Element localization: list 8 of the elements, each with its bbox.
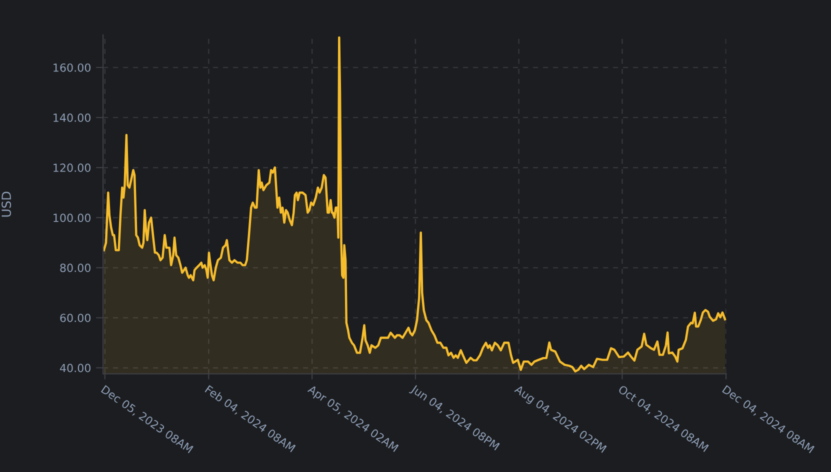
y-tick-label: 60.00 <box>60 314 90 322</box>
y-tick-label: 120.00 <box>54 164 90 172</box>
y-tick-label: 40.00 <box>60 364 90 372</box>
y-axis-title: USD <box>2 192 12 217</box>
y-tick-label: 80.00 <box>60 264 90 272</box>
y-tick-label: 100.00 <box>54 214 90 222</box>
y-tick-label: 160.00 <box>54 63 90 72</box>
y-tick-label: 140.00 <box>54 114 90 122</box>
